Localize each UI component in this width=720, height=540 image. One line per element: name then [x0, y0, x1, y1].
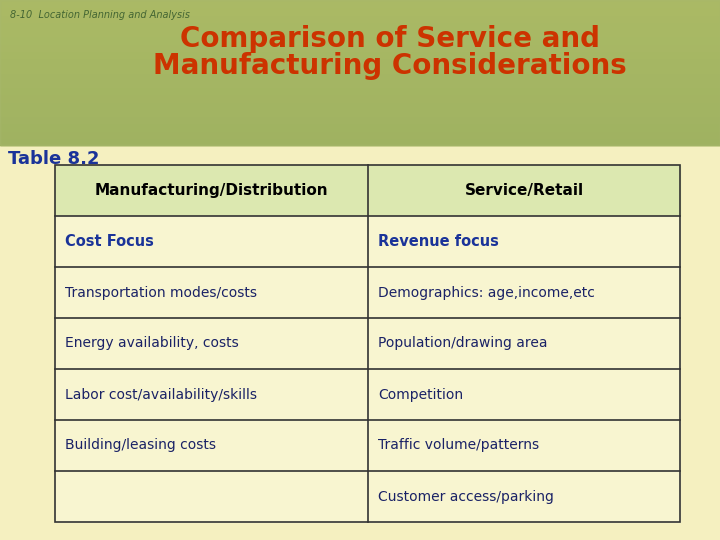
Text: Energy availability, costs: Energy availability, costs [65, 336, 239, 350]
Text: Building/leasing costs: Building/leasing costs [65, 438, 216, 453]
Text: Population/drawing area: Population/drawing area [378, 336, 547, 350]
Bar [368, 471, 680, 522]
Bar [0, 116, 720, 123]
Text: Demographics: age,income,etc: Demographics: age,income,etc [378, 286, 595, 300]
Bar [55, 318, 368, 369]
Bar [0, 80, 720, 87]
Bar [368, 267, 680, 318]
Bar [0, 51, 720, 58]
Text: Cost Focus: Cost Focus [65, 234, 154, 249]
Text: Service/Retail: Service/Retail [464, 183, 584, 198]
Bar [0, 109, 720, 116]
Bar [0, 7, 720, 15]
Text: Manufacturing Considerations: Manufacturing Considerations [153, 52, 627, 80]
Text: Revenue focus: Revenue focus [378, 234, 499, 249]
Bar [0, 22, 720, 29]
Text: Competition: Competition [378, 388, 463, 402]
Bar [0, 0, 720, 145]
Bar [0, 36, 720, 44]
Bar [0, 131, 720, 138]
Bar [0, 87, 720, 94]
Bar [55, 165, 368, 216]
Bar [55, 216, 368, 267]
Text: Labor cost/availability/skills: Labor cost/availability/skills [65, 388, 257, 402]
Bar [55, 165, 680, 522]
Text: Customer access/parking: Customer access/parking [378, 489, 554, 503]
Bar [368, 318, 680, 369]
Text: Traffic volume/patterns: Traffic volume/patterns [378, 438, 539, 453]
Bar [368, 216, 680, 267]
Bar [0, 102, 720, 109]
Bar [0, 44, 720, 51]
Bar [0, 15, 720, 22]
Text: Comparison of Service and: Comparison of Service and [180, 25, 600, 53]
Bar [55, 471, 368, 522]
Text: Transportation modes/costs: Transportation modes/costs [65, 286, 257, 300]
Bar [0, 0, 720, 7]
Bar [55, 267, 368, 318]
Bar [0, 65, 720, 72]
Bar [55, 369, 368, 420]
Bar [368, 420, 680, 471]
Text: Manufacturing/Distribution: Manufacturing/Distribution [95, 183, 328, 198]
Bar [0, 58, 720, 65]
Text: Table 8.2: Table 8.2 [8, 150, 99, 168]
Bar [368, 165, 680, 216]
Bar [0, 123, 720, 131]
Text: 8-10  Location Planning and Analysis: 8-10 Location Planning and Analysis [10, 10, 190, 20]
Bar [368, 369, 680, 420]
Bar [55, 420, 368, 471]
Bar [0, 0, 720, 145]
Bar [0, 29, 720, 36]
Bar [0, 138, 720, 145]
Bar [0, 94, 720, 102]
Bar [0, 72, 720, 80]
